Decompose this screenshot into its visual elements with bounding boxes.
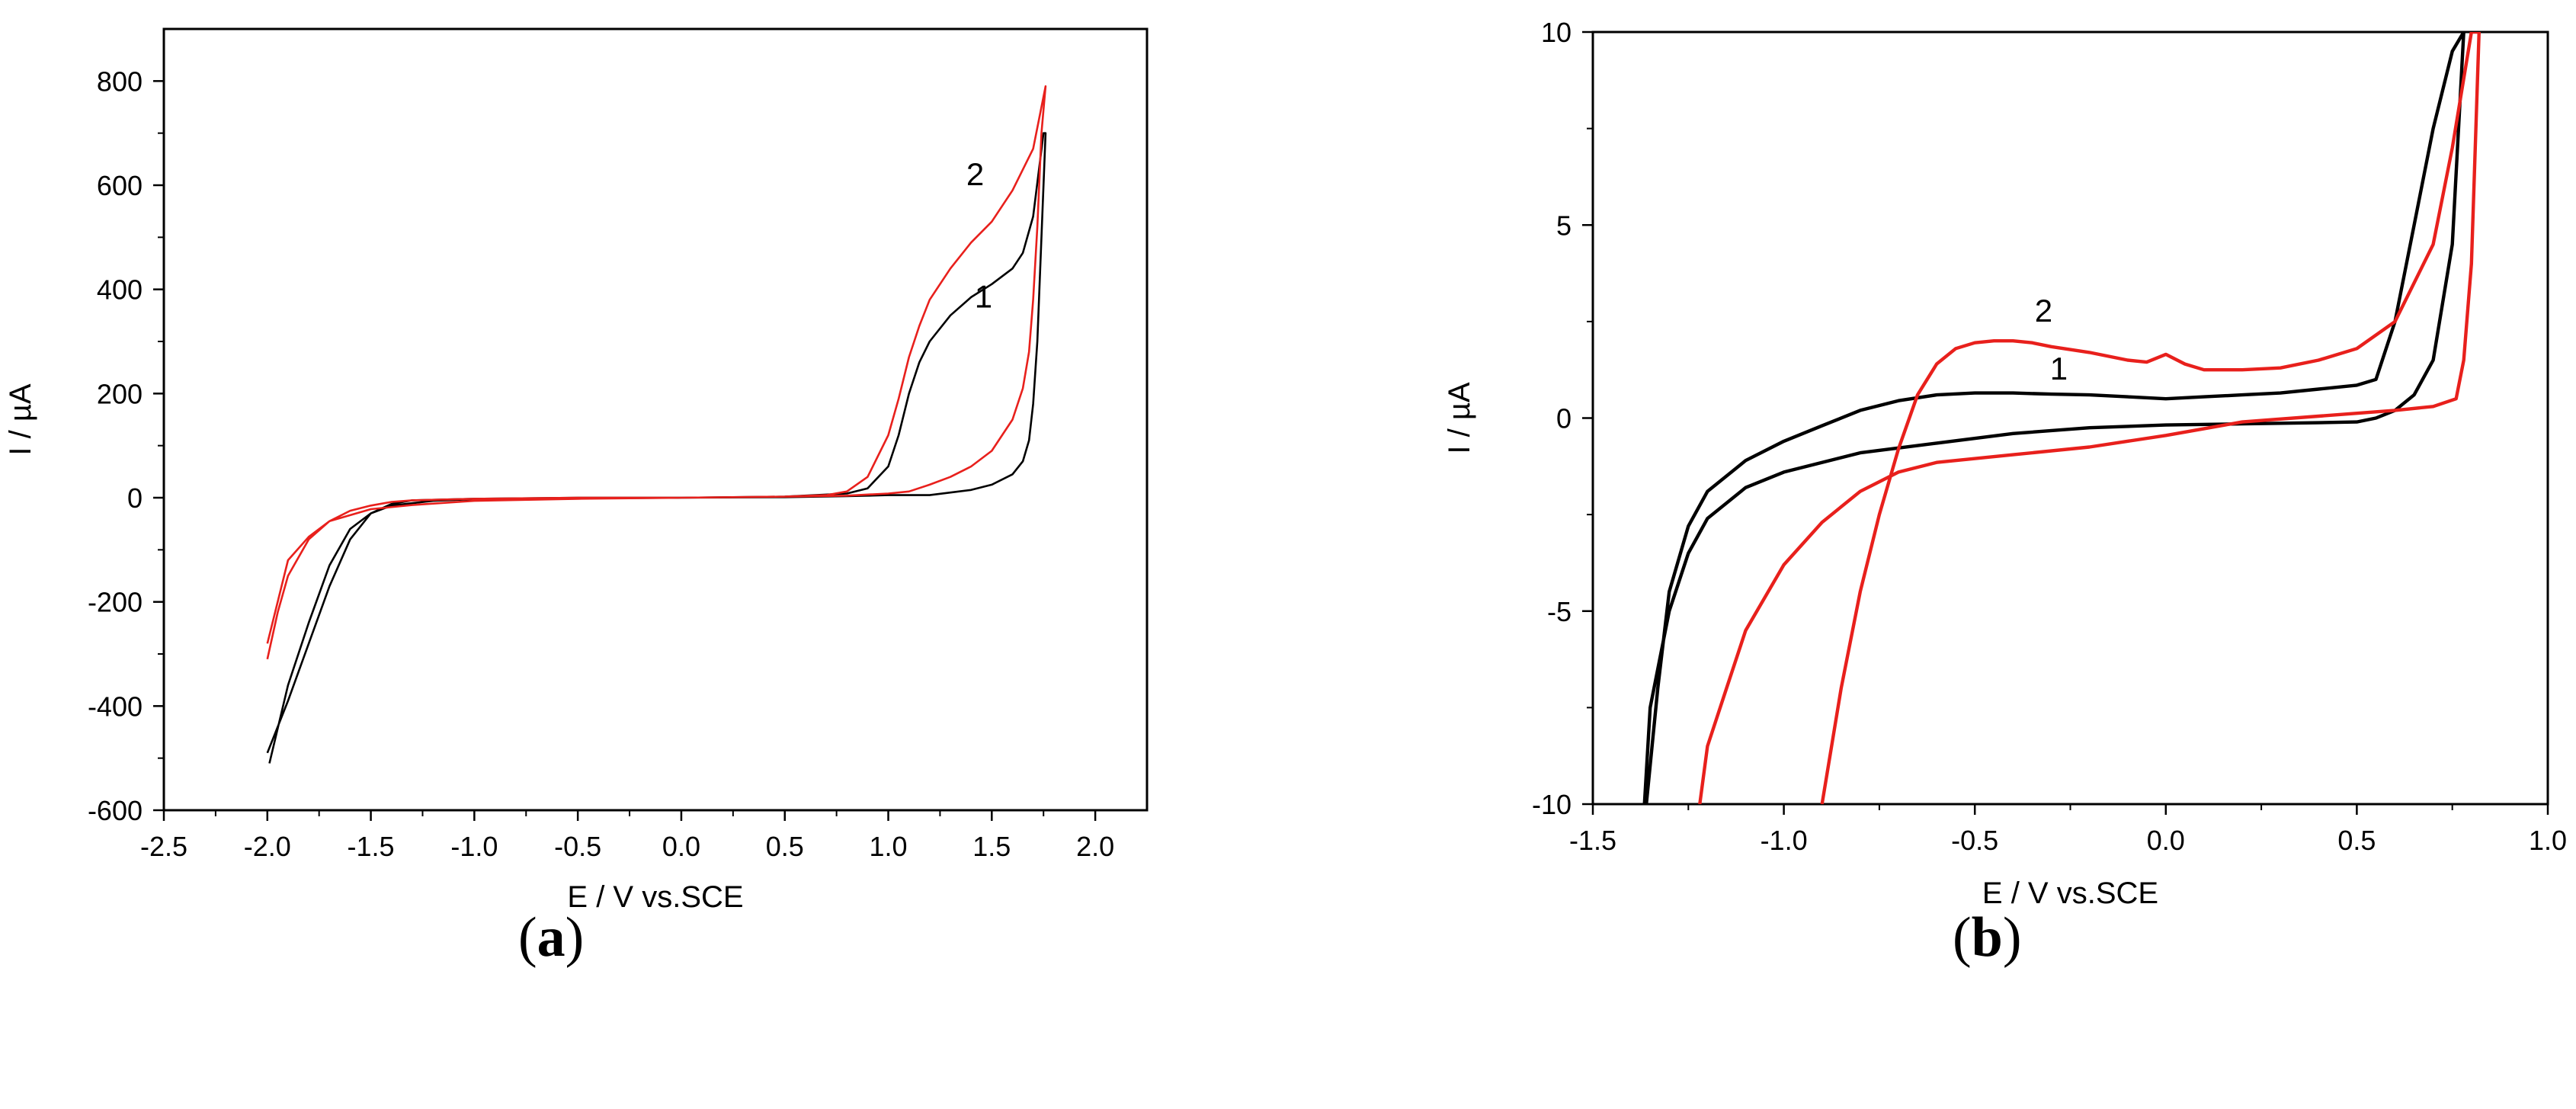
caption-b-letter: b [1971, 906, 2003, 969]
x-tick-label: 2.0 [1076, 831, 1114, 862]
y-tick-label: 800 [97, 66, 143, 97]
caption-b: (b) [1953, 906, 2022, 969]
y-tick-label: 200 [97, 378, 143, 409]
x-tick-label: 0.5 [2337, 825, 2376, 856]
x-tick-label: -1.5 [1569, 825, 1616, 856]
series-line-2 [266, 85, 1047, 660]
x-tick-label: -2.5 [140, 831, 187, 862]
y-tick-label: -600 [88, 795, 143, 826]
curve-label: 1 [2050, 351, 2068, 386]
y-tick-label: -5 [1547, 596, 1572, 627]
y-tick-label: 10 [1541, 17, 1572, 48]
y-tick-label: -400 [88, 691, 143, 722]
y-tick-label: -200 [88, 587, 143, 618]
series-line-2 [1698, 32, 2481, 804]
curve-label: 2 [2035, 293, 2052, 329]
x-tick-label: 1.5 [972, 831, 1011, 862]
curve-label: 2 [966, 156, 984, 192]
x-tick-label: -1.5 [348, 831, 395, 862]
curve-label: 1 [975, 279, 992, 315]
y-tick-label: 5 [1556, 210, 1572, 241]
plot-frame [162, 27, 1149, 812]
x-tick-label: -1.0 [1761, 825, 1808, 856]
series-line-1 [1642, 32, 2465, 804]
y-tick-label: 600 [97, 170, 143, 201]
x-tick-label: -0.5 [1951, 825, 1998, 856]
x-axis-title: E / V vs.SCE [567, 880, 743, 914]
x-tick-label: 0.5 [766, 831, 804, 862]
x-axis-title: E / V vs.SCE [1982, 877, 2158, 910]
x-tick-label: -0.5 [554, 831, 601, 862]
plot-frame [1591, 30, 2549, 806]
y-axis-title: I / µA [1443, 382, 1476, 454]
x-tick-label: 1.0 [2529, 825, 2567, 856]
y-axis-title: I / µA [4, 383, 37, 456]
y-tick-label: -10 [1532, 789, 1572, 820]
x-tick-label: -1.0 [450, 831, 498, 862]
x-tick-label: 0.0 [2147, 825, 2185, 856]
chart-a: -2.5 -2.0 -1.5 -1.0 -0.5 0.0 0.5 1.0 1.5 2.0 -600 -… [4, 27, 1149, 914]
x-tick-label: 1.0 [870, 831, 908, 862]
caption-a-letter: a [537, 906, 566, 969]
caption-a: (a) [518, 906, 585, 969]
y-tick-label: 0 [127, 482, 143, 514]
y-tick-label: 400 [97, 274, 143, 306]
chart-b: -1.5 -1.0 -0.5 0.0 0.5 1.0 -10 -5 0 5 10 E / V vs.S… [1443, 17, 2567, 910]
x-tick-label: 0.0 [662, 831, 700, 862]
x-tick-label: -2.0 [244, 831, 291, 862]
y-tick-label: 0 [1556, 403, 1572, 434]
series-line-1 [266, 132, 1047, 764]
